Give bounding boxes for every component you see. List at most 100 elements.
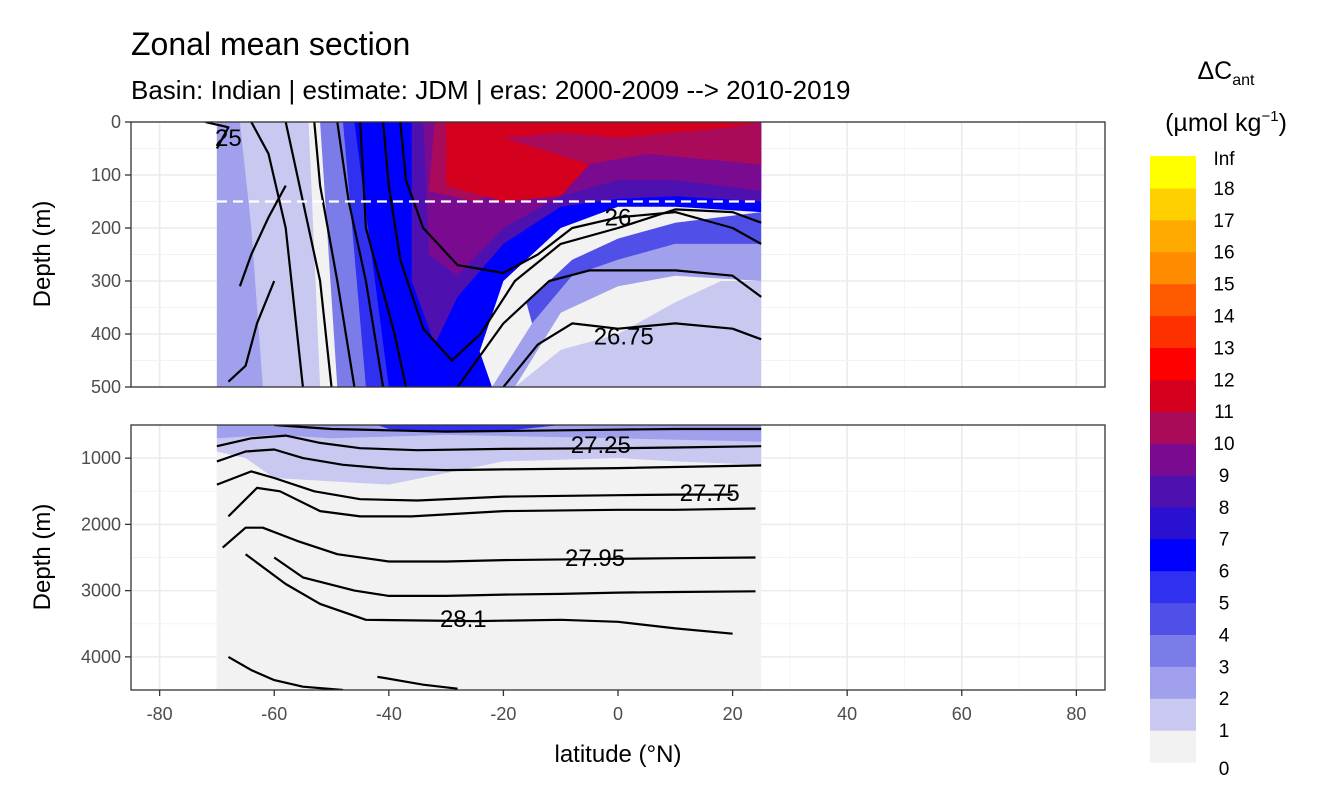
legend-swatch-6 <box>1150 538 1196 572</box>
colorbar-legend: ΔCant (µmol kg−1) 0123456789101112131415… <box>1150 57 1287 780</box>
contour-line-3 <box>313 122 356 387</box>
contour-label: 27.25 <box>571 432 631 459</box>
legend-swatch-14 <box>1150 283 1196 317</box>
x-tick-label: -20 <box>490 704 516 724</box>
x-tick-label: -60 <box>261 704 287 724</box>
legend-label: 8 <box>1219 498 1230 519</box>
legend-label: 15 <box>1213 275 1234 296</box>
x-tick-label: 60 <box>952 704 972 724</box>
contour-line-6 <box>382 122 762 362</box>
contour-line-26.75 <box>502 322 762 387</box>
x-axis-label: latitude (°N) <box>555 741 682 768</box>
contour-line-0 <box>274 425 762 433</box>
contour-label: 26 <box>605 204 632 231</box>
y-axis-label-lower: Depth (m) <box>29 504 56 611</box>
x-tick-label: 40 <box>837 704 857 724</box>
legend-swatch-5 <box>1150 570 1196 604</box>
contour-lines <box>205 122 762 387</box>
contour-line-26 <box>399 122 762 275</box>
x-axis: -80 -60 -40 -20 0 20 40 60 80 <box>147 690 1086 724</box>
x-tick-label: 80 <box>1066 704 1086 724</box>
y-tick-label: 500 <box>91 377 121 397</box>
legend-swatch-16 <box>1150 219 1196 253</box>
y-tick-label: 0 <box>111 112 121 132</box>
x-tick-label: -80 <box>147 704 173 724</box>
contour-line-4 <box>227 486 756 518</box>
fill-band-level-2 <box>216 122 263 387</box>
filled-contours <box>216 122 762 387</box>
contour-label: 27.75 <box>680 480 740 507</box>
legend-label: 2 <box>1219 689 1230 710</box>
contour-line-2 <box>284 122 333 387</box>
legend-swatch-0 <box>1150 730 1196 763</box>
x-tick-label: 0 <box>613 704 623 724</box>
legend-swatch-15 <box>1150 251 1196 285</box>
contour-line-8 <box>456 269 762 387</box>
legend-label: 1 <box>1219 721 1230 742</box>
y-tick-label: 1000 <box>81 448 121 468</box>
legend-label: Inf <box>1213 149 1235 170</box>
legend-swatch-17 <box>1150 187 1196 221</box>
legend-label: 11 <box>1214 402 1234 423</box>
y-tick-label: 100 <box>91 165 121 185</box>
x-tick-label: -40 <box>376 704 402 724</box>
legend-label: 9 <box>1219 466 1230 487</box>
y-tick-label: 400 <box>91 324 121 344</box>
chart-title: Zonal mean section <box>131 26 410 62</box>
contour-line-28.1 <box>244 553 733 635</box>
legend-swatch-2 <box>1150 666 1196 699</box>
y-tick-label: 4000 <box>81 647 121 667</box>
legend-label: 0 <box>1219 759 1230 780</box>
fill-band-level-4 <box>526 212 762 324</box>
legend-swatch-13 <box>1150 315 1196 348</box>
legend-swatch-18 <box>1150 156 1196 189</box>
chart-subtitle: Basin: Indian | estimate: JDM | eras: 20… <box>131 75 851 105</box>
legend-label: 7 <box>1219 530 1230 551</box>
contour-label: 25 <box>215 125 242 152</box>
fill-band-level-1 <box>514 281 762 387</box>
legend-swatch-1 <box>1150 698 1196 731</box>
y-tick-label: 300 <box>91 271 121 291</box>
legend-label: 3 <box>1219 657 1230 678</box>
legend-label: 5 <box>1219 594 1230 615</box>
legend-swatch-11 <box>1150 379 1196 412</box>
y-axis-label-upper: Depth (m) <box>29 201 56 308</box>
legend-swatch-12 <box>1150 347 1196 380</box>
legend-label: 17 <box>1213 211 1234 232</box>
contour-line-27.95 <box>221 526 756 563</box>
legend-swatch-10 <box>1150 411 1196 444</box>
fill-band-level-0 <box>216 425 762 690</box>
legend-label: 16 <box>1213 243 1234 264</box>
contour-label: 28.1 <box>440 606 487 633</box>
legend-swatch-9 <box>1150 443 1196 476</box>
contour-line-2 <box>216 448 762 472</box>
y-tick-label: 200 <box>91 218 121 238</box>
legend-label: 6 <box>1219 562 1230 583</box>
y-tick-label: 3000 <box>81 581 121 601</box>
legend-swatch-4 <box>1150 602 1196 635</box>
fill-band-level-1 <box>216 425 762 485</box>
fill-band-level-11 <box>446 122 762 202</box>
contour-line-27.25 <box>216 434 762 452</box>
panel-border <box>130 121 1106 388</box>
contour-line-6 <box>273 556 756 598</box>
contour-line-11 <box>227 280 276 383</box>
legend-label: 12 <box>1213 370 1234 391</box>
contour-lines <box>216 425 762 690</box>
legend-swatch-8 <box>1150 474 1196 508</box>
contour-line-5 <box>359 122 408 387</box>
contour-line-10 <box>238 185 287 287</box>
upper-panel: 25 26 26.75 0 100 200 300 400 500 <box>91 112 1106 397</box>
legend-label: 4 <box>1219 625 1230 646</box>
contour-line-4 <box>336 122 385 387</box>
legend-label: 14 <box>1213 307 1235 328</box>
legend-label: 10 <box>1213 434 1234 455</box>
x-tick-label: 20 <box>723 704 743 724</box>
legend-label: 13 <box>1213 338 1234 359</box>
legend-unit: (µmol kg−1) <box>1165 108 1287 137</box>
contour-label: 26.75 <box>594 324 654 351</box>
legend-label: 18 <box>1213 179 1234 200</box>
y-tick-label: 2000 <box>81 514 121 534</box>
legend-swatch-7 <box>1150 506 1196 540</box>
